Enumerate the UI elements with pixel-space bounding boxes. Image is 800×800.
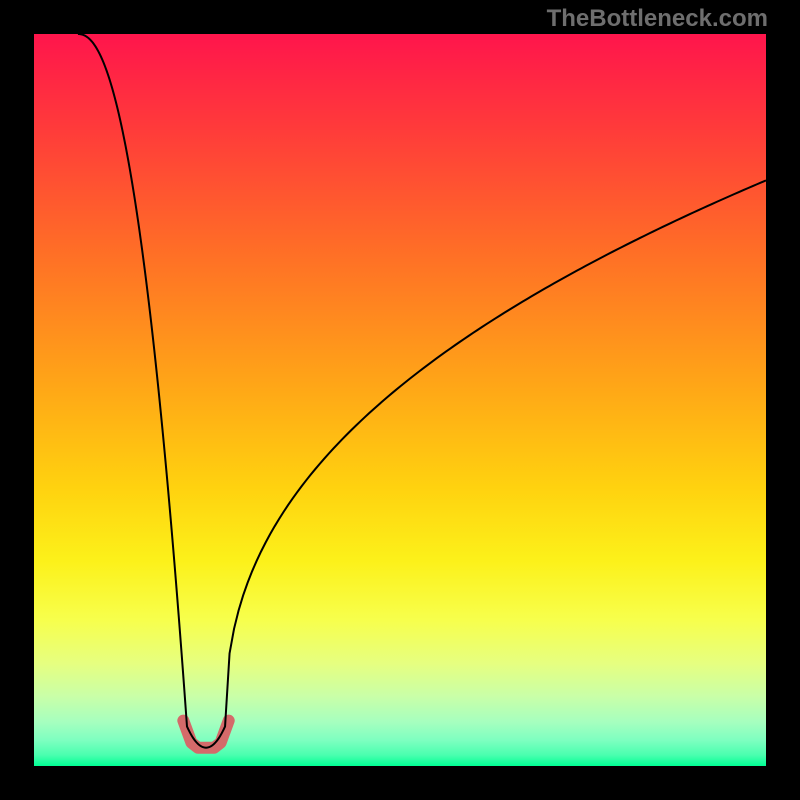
watermark-text: TheBottleneck.com <box>547 5 768 33</box>
plot-svg <box>34 34 766 766</box>
figure-root: TheBottleneck.com <box>0 0 800 800</box>
plot-area <box>34 34 766 766</box>
plot-background <box>34 34 766 766</box>
